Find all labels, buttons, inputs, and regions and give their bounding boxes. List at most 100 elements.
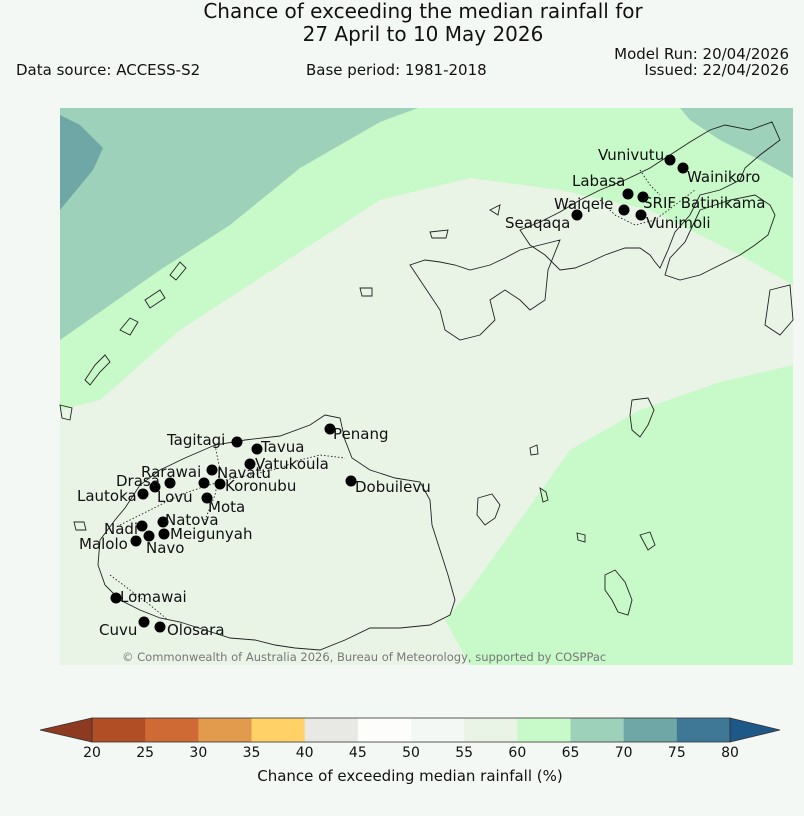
boundary-3 <box>204 444 221 521</box>
colorbar-tick-label: 50 <box>402 745 420 761</box>
island-h <box>359 287 373 297</box>
station-label: Cuvu <box>99 621 137 639</box>
island-f <box>576 532 586 543</box>
station-marker <box>157 516 169 528</box>
islet-coast <box>409 239 561 341</box>
station-label: Vunivutu <box>598 146 664 164</box>
station-label: SRIF Batinikama <box>643 194 765 212</box>
west-isle <box>59 404 73 421</box>
colorbar-tick-label: 45 <box>348 745 367 761</box>
island-g <box>529 444 539 456</box>
mamanuca-1 <box>73 521 87 531</box>
station-label: Vatukoula <box>255 455 329 473</box>
colorbar-swatch <box>623 718 678 742</box>
colorbar-swatch <box>92 718 146 742</box>
station-marker <box>251 443 263 455</box>
yasawa-2 <box>119 317 139 336</box>
colorbar-swatch <box>464 718 518 742</box>
colorbar-swatch <box>198 718 252 742</box>
station-label: Lovu <box>157 488 193 506</box>
colorbar-tick-label: 40 <box>295 745 314 761</box>
colorbar-tick-label: 55 <box>455 745 474 761</box>
station-label: Navo <box>146 539 184 557</box>
station-marker <box>345 475 357 487</box>
station-marker <box>201 492 213 504</box>
station-label: Rarawai <box>141 463 201 481</box>
station-marker <box>198 477 210 489</box>
station-marker <box>214 478 226 490</box>
station-label: Koronubu <box>225 477 296 495</box>
colorbar-tick-label: 20 <box>83 745 101 761</box>
station-marker <box>164 477 176 489</box>
colorbar-tick-label: 70 <box>614 745 633 761</box>
station-label: Vunimoli <box>646 214 711 232</box>
station-label: Natova <box>165 511 219 529</box>
station-marker <box>143 530 155 542</box>
colorbar-swatch <box>676 718 731 742</box>
colorbar-swatch <box>411 718 465 742</box>
vanua-levu-coast <box>519 121 781 271</box>
yasawa-4 <box>169 261 187 281</box>
taveuni-coast <box>664 194 776 281</box>
yasawa-1 <box>84 354 111 386</box>
station-marker <box>635 209 647 221</box>
station-marker <box>618 204 630 216</box>
station-label: Seaqaqa <box>505 214 570 232</box>
zone-65-70-northeast <box>680 108 793 178</box>
station-marker <box>571 209 583 221</box>
colorbar-swatch <box>145 718 199 742</box>
zone-60-65-southeast <box>445 365 793 665</box>
station-marker <box>637 191 649 203</box>
station-label: Drasa <box>116 472 160 490</box>
station-label: Penang <box>333 425 388 443</box>
station-marker <box>324 423 336 435</box>
station-marker <box>138 616 150 628</box>
colorbar-swatch <box>517 718 571 742</box>
station-label: Lomawai <box>120 588 187 606</box>
station-marker <box>664 154 676 166</box>
station-marker <box>154 621 166 633</box>
station-label: Wainikoro <box>687 168 760 186</box>
colorbar-swatch <box>357 718 412 742</box>
colorbar-tick-label: 60 <box>508 745 527 761</box>
station-marker <box>244 458 256 470</box>
station-label: Labasa <box>572 172 625 190</box>
station-label: Waiqele <box>554 195 613 213</box>
issued-text: Issued: 22/04/2026 <box>644 61 789 79</box>
station-label: Dobuilevu <box>355 478 431 496</box>
zone-65-70-northwest <box>60 108 418 340</box>
boundary-5 <box>639 169 661 196</box>
station-marker <box>110 592 122 604</box>
station-marker <box>130 535 142 547</box>
station-label: Meigunyah <box>170 525 252 543</box>
map-title-line1: Chance of exceeding the median rainfall … <box>203 0 643 23</box>
boundary-4 <box>599 189 696 226</box>
colorbar-tick-label: 65 <box>561 745 580 761</box>
station-marker <box>149 481 161 493</box>
station-layer: Vunivutu Wainikoro Labasa Waiqele SRIF Batin… <box>77 146 765 639</box>
station-label: Malolo <box>79 535 128 553</box>
model-run-text: Model Run: 20/04/2026 <box>614 45 789 63</box>
station-label: Navatu <box>217 464 271 482</box>
colorbar-swatch <box>570 718 625 742</box>
copyright-credit: © Commonwealth of Australia 2026, Bureau… <box>122 650 606 664</box>
map-title-line2: 27 April to 10 May 2026 <box>302 22 544 46</box>
island-d <box>639 531 656 551</box>
station-marker <box>137 488 149 500</box>
colorbar-tick-label: 30 <box>189 745 208 761</box>
station-label: Olosara <box>167 621 225 639</box>
colorbar-tick-label: 25 <box>136 745 155 761</box>
island-b <box>476 493 501 526</box>
island-c <box>604 569 633 616</box>
station-marker <box>206 464 218 476</box>
station-label: Lautoka <box>77 487 137 505</box>
station-label: Tagitagi <box>166 431 225 449</box>
coastlines <box>59 121 794 651</box>
colorbar-tick-label: 35 <box>242 745 261 761</box>
base-period-text: Base period: 1981-2018 <box>306 61 487 79</box>
island-j <box>489 204 501 216</box>
colorbar-swatches <box>39 717 781 743</box>
station-marker <box>231 436 243 448</box>
island-e <box>539 487 549 503</box>
